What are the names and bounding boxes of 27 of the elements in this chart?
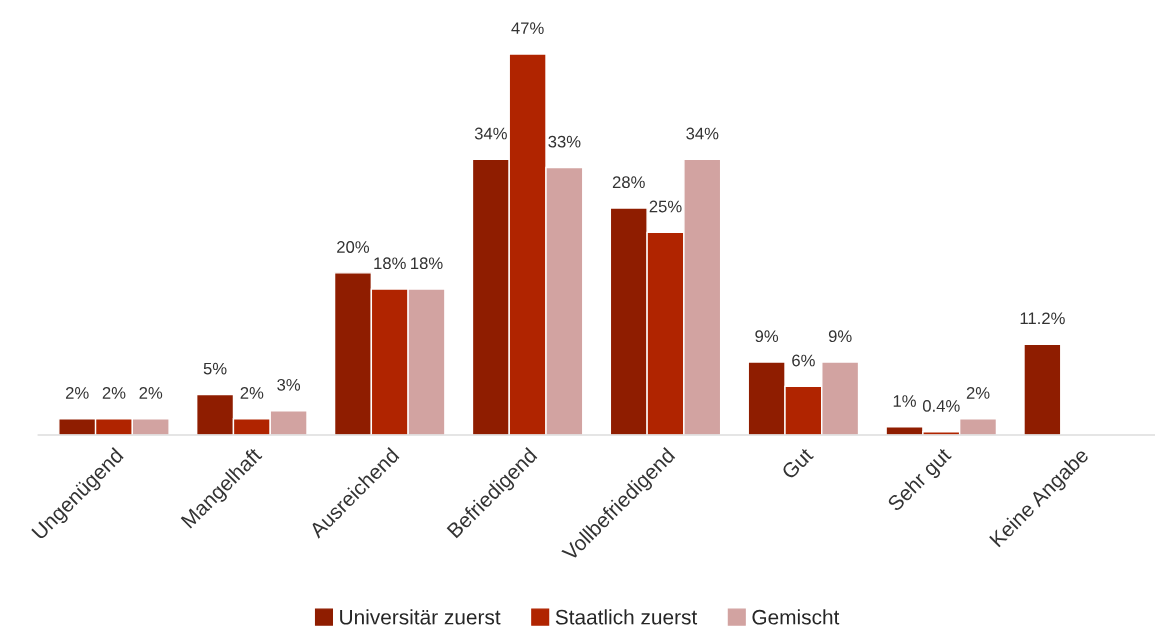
data-label: 2%: [966, 387, 990, 399]
bar: [1023, 343, 1062, 435]
data-label: 2%: [65, 387, 89, 399]
data-label: 9%: [828, 330, 852, 343]
data-label: 2%: [240, 387, 264, 399]
legend-label: Gemischt: [752, 609, 840, 625]
data-label: 1%: [893, 395, 916, 407]
data-label: 3%: [277, 378, 301, 391]
data-label: 47%: [511, 22, 544, 34]
data-label: 28%: [612, 176, 645, 189]
data-label: 25%: [649, 200, 682, 213]
data-label: 33%: [548, 135, 581, 148]
data-label: 20%: [337, 241, 370, 253]
data-label: 2%: [102, 387, 126, 399]
legend-label: Staatlich zuerst: [555, 609, 698, 625]
data-label: 34%: [474, 127, 507, 140]
data-label: 6%: [792, 354, 815, 367]
data-label: 18%: [411, 257, 443, 270]
data-label: 2%: [139, 387, 163, 399]
data-label: 34%: [686, 127, 719, 140]
data-label: 9%: [755, 330, 779, 343]
legend-label: Universitär zuerst: [340, 609, 501, 625]
x-tick-label: Gut: [780, 446, 815, 480]
data-label: 0.4%: [922, 399, 960, 412]
data-label: 18%: [374, 257, 406, 270]
data-label: 11.2%: [1020, 312, 1065, 325]
data-label: 5%: [203, 362, 227, 375]
